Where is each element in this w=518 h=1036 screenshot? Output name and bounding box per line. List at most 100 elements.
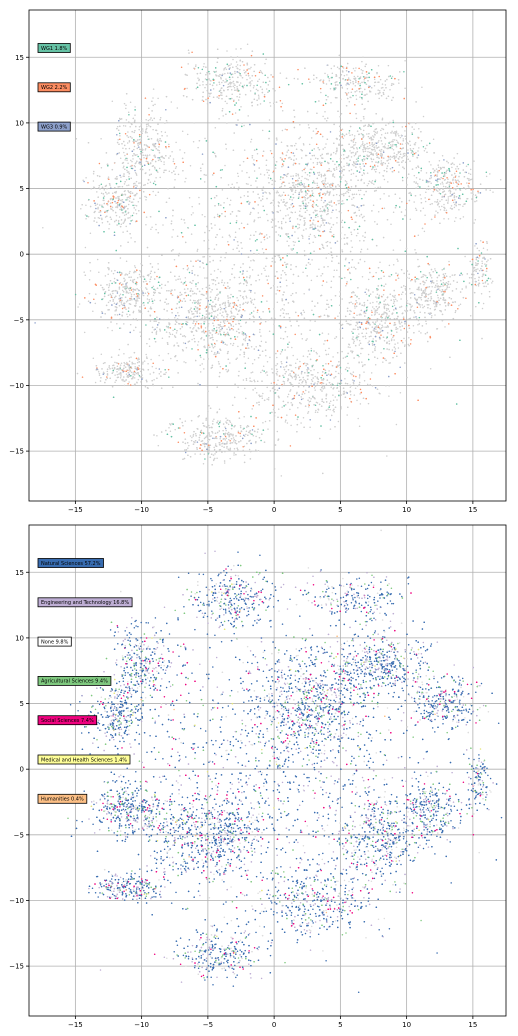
data-point [351,330,353,333]
data-point [245,301,247,304]
data-point [354,104,356,106]
data-point [411,305,413,307]
data-point [100,192,103,195]
data-point [357,232,359,235]
data-point [307,189,309,191]
data-point [340,129,343,131]
data-point [236,296,238,299]
data-point [469,168,472,171]
data-point [338,312,341,314]
data-point [182,236,184,238]
data-point [246,78,248,81]
data-point [457,307,459,310]
data-point [209,296,212,298]
data-point [312,187,315,190]
data-point [379,323,381,325]
data-point [447,196,450,198]
data-point [341,219,344,222]
data-point [123,280,126,282]
data-point [223,462,226,464]
data-point [329,222,331,225]
data-point [361,197,363,200]
data-point [280,176,282,178]
data-point [286,414,288,416]
data-point [260,241,262,243]
data-point [393,296,396,299]
data-point [369,165,372,168]
data-point [362,129,365,132]
data-point [224,164,226,167]
data-point [119,293,122,296]
data-point [329,88,332,90]
data-point [315,204,318,206]
data-point [125,308,127,311]
data-point [124,279,126,281]
data-point [487,259,489,261]
data-point [372,135,374,137]
data-point [374,142,377,144]
data-point [330,360,332,362]
data-point [174,428,176,431]
data-point [293,244,295,246]
data-point [221,189,224,191]
data-point [202,329,205,331]
data-point [152,97,154,99]
data-point [218,352,220,355]
data-point [358,207,360,209]
data-point [362,364,364,366]
data-point [358,344,361,346]
data-point [431,314,433,317]
data-point [404,130,406,132]
data-point [283,381,286,383]
data-point [255,391,258,394]
data-point [108,365,111,367]
data-point [356,338,358,341]
data-point [428,264,431,266]
data-point [419,194,422,196]
data-point [464,255,466,258]
data-point [325,383,328,385]
data-point [169,333,172,336]
data-point [341,337,344,339]
data-point [161,283,163,286]
data-point [245,182,248,185]
data-point [282,191,285,194]
data-point [465,165,468,167]
data-point [116,302,119,304]
data-point [128,191,131,194]
data-point [276,301,279,304]
data-point [250,312,253,314]
data-point [391,147,393,150]
data-point [95,293,97,295]
data-point [98,162,101,165]
data-point [185,347,188,349]
data-point [467,163,469,166]
data-point [454,311,457,314]
data-point [277,191,279,194]
data-point [356,385,359,387]
data-point [200,432,203,434]
data-point [355,321,358,324]
data-point [323,386,326,388]
data-point [354,387,357,390]
data-point [425,322,428,325]
data-point [288,237,291,239]
data-point [303,204,305,207]
data-point [296,218,299,220]
data-point [120,362,123,364]
data-point [244,339,247,342]
data-point [215,243,218,246]
data-point [134,106,136,108]
data-point [263,100,265,102]
data-point [324,199,326,202]
data-point [351,198,353,200]
data-point [280,337,282,340]
data-point [376,165,379,167]
data-point [434,286,436,289]
data-point [223,307,225,310]
data-point [127,162,129,165]
data-point [384,317,387,320]
data-point [160,130,163,133]
data-point [281,362,283,365]
data-point [397,273,399,275]
